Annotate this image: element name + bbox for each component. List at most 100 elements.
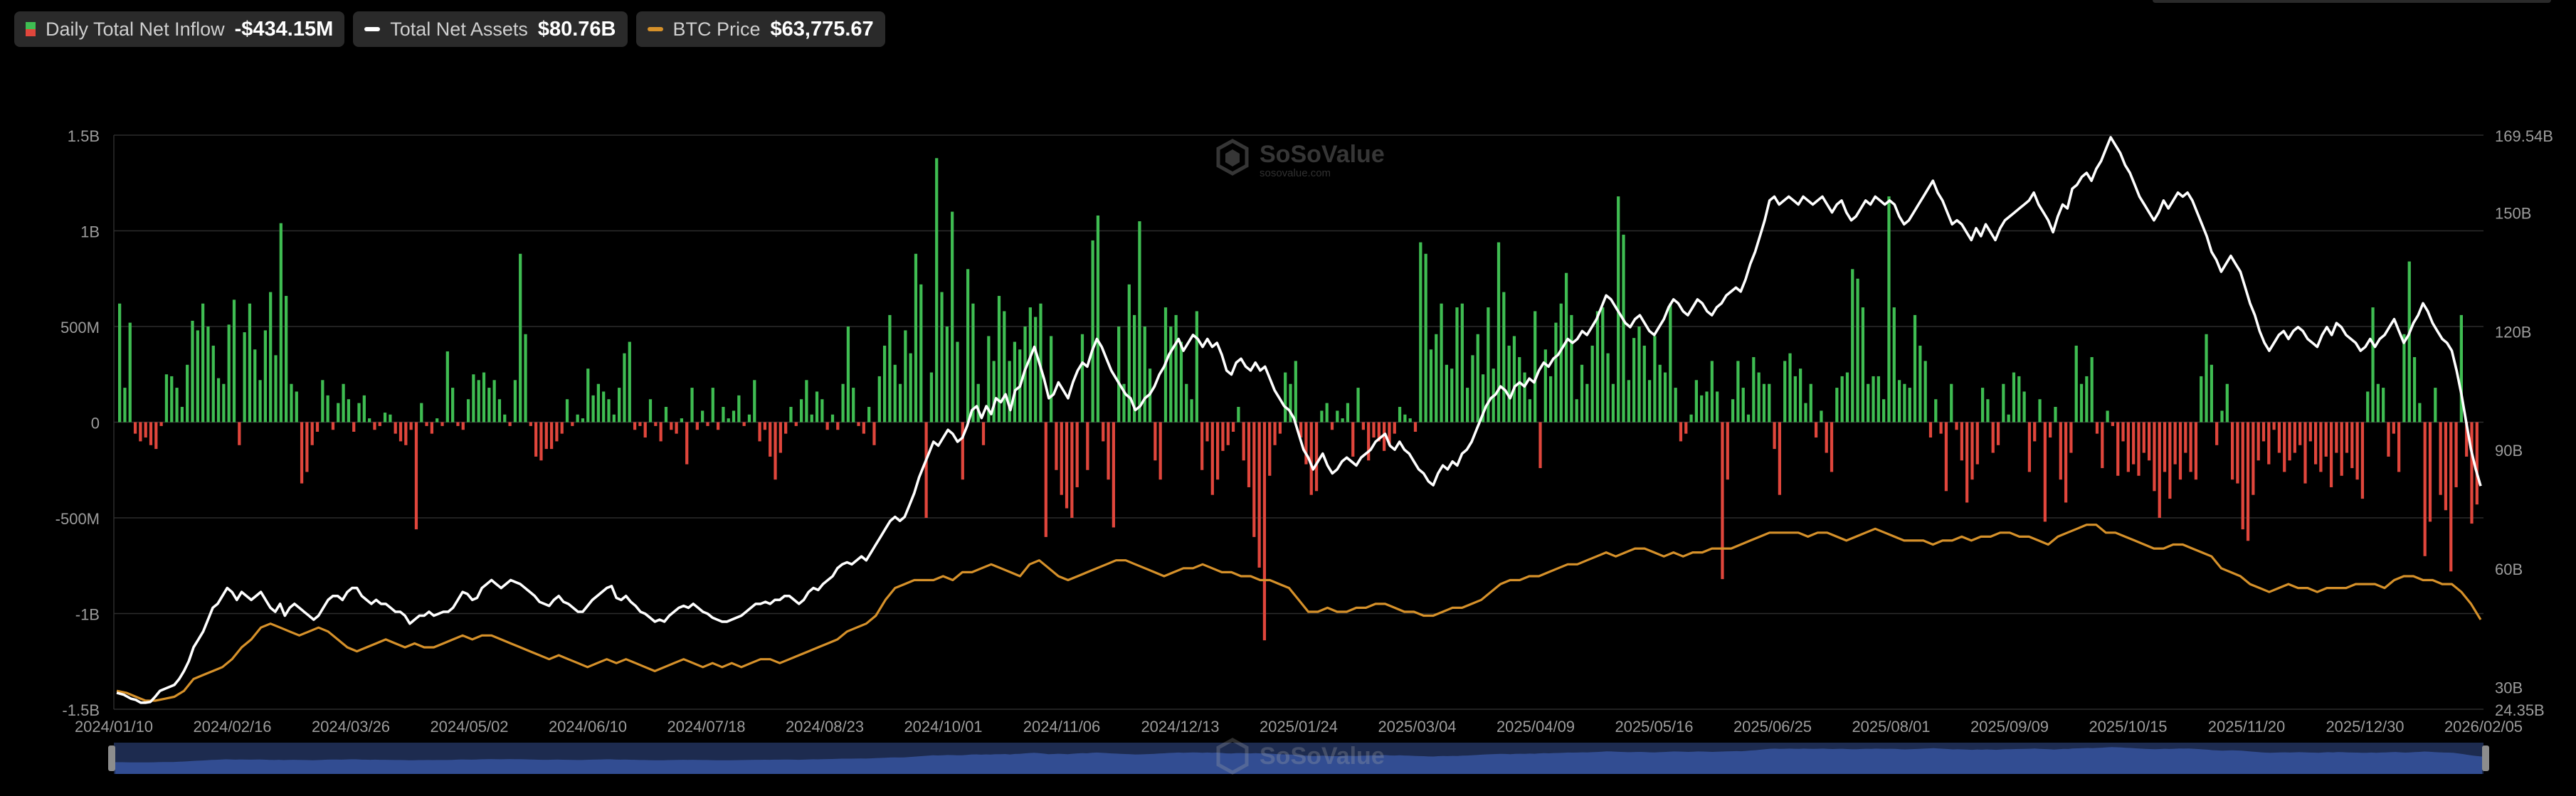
inflow-bar <box>1013 341 1017 423</box>
inflow-bar <box>1975 422 1979 465</box>
inflow-bar <box>1658 364 1662 423</box>
inflow-bar <box>456 422 460 426</box>
inflow-bar <box>1955 422 1958 430</box>
inflow-bar <box>1647 380 1652 423</box>
inflow-bar <box>830 414 835 423</box>
watermark-logo: SoSoValue sosovalue.com <box>1216 139 1385 179</box>
inflow-bar <box>2272 422 2276 430</box>
inflow-bar <box>555 422 559 442</box>
inflow-bar <box>747 414 751 423</box>
inflow-bar <box>445 351 449 423</box>
inflow-bar <box>1585 383 1589 423</box>
inflow-bar <box>805 380 808 423</box>
bar-swatch-icon <box>26 22 36 36</box>
inflow-bar <box>1393 422 1396 434</box>
inflow-bar <box>2382 388 2385 423</box>
inflow-bar <box>591 395 595 423</box>
inflow-bar <box>893 364 897 423</box>
inflow-bar <box>1835 388 1839 423</box>
inflow-bar <box>1809 383 1812 423</box>
inflow-bar <box>722 406 725 423</box>
inflow-bar <box>769 422 772 457</box>
inflow-bar <box>898 383 902 423</box>
inflow-bar <box>295 391 298 423</box>
inflow-bar <box>1736 361 1740 423</box>
inflow-bar <box>1721 422 1724 580</box>
inflow-bar <box>206 327 210 423</box>
inflow-bar <box>2079 383 2084 423</box>
x-tick-label: 2024/02/16 <box>193 718 271 736</box>
inflow-bar <box>1205 422 1209 442</box>
inflow-bar <box>1023 327 1027 423</box>
inflow-bar <box>695 422 699 430</box>
legend-daily-inflow[interactable]: Daily Total Net Inflow -$434.15M <box>14 11 345 47</box>
inflow-bar <box>1383 422 1386 451</box>
range-navigator[interactable]: SoSoValue <box>108 738 2489 775</box>
inflow-bar <box>425 422 428 426</box>
inflow-bar <box>810 414 813 423</box>
navigator-left-handle <box>108 745 115 771</box>
inflow-bar <box>820 399 824 423</box>
btc-price-line <box>116 524 2482 702</box>
inflow-bar <box>1996 422 2000 445</box>
inflow-bar <box>2360 422 2365 499</box>
inflow-bar <box>654 422 658 426</box>
inflow-bar <box>2111 422 2115 426</box>
inflow-bar <box>389 414 392 423</box>
inflow-bar <box>472 374 475 423</box>
x-tick-label: 2026/02/05 <box>2444 718 2523 736</box>
inflow-bar <box>1336 410 1339 423</box>
inflow-bar <box>1788 353 1792 423</box>
legend-btc-price[interactable]: BTC Price $63,775.67 <box>635 11 885 47</box>
inflow-bar <box>2329 422 2333 487</box>
inflow-bar <box>841 383 845 423</box>
inflow-bar <box>534 422 538 457</box>
inflow-bar <box>971 303 975 423</box>
legend-net-assets[interactable]: Total Net Assets $80.76B <box>353 11 628 47</box>
inflow-bar <box>1887 196 1891 423</box>
inflow-bar <box>2252 422 2255 495</box>
inflow-bar <box>2454 422 2458 487</box>
inflow-bar <box>159 422 163 426</box>
line-swatch-icon <box>647 27 663 31</box>
inflow-bar <box>1424 253 1427 423</box>
inflow-bar <box>2407 261 2411 423</box>
inflow-bar <box>753 380 756 423</box>
inflow-bar <box>1534 311 1537 423</box>
inflow-bar <box>1314 422 1319 492</box>
inflow-bar <box>1341 418 1344 423</box>
inflow-bar <box>1185 383 1188 423</box>
inflow-bar <box>2168 422 2172 499</box>
x-tick-label: 2025/01/24 <box>1260 718 1338 736</box>
inflow-bar <box>2002 383 2005 423</box>
inflow-bar <box>623 353 626 423</box>
inflow-bar <box>2142 422 2145 453</box>
inflow-bar <box>628 341 631 423</box>
inflow-bar <box>1200 422 1204 470</box>
inflow-bar <box>2293 422 2296 453</box>
inflow-bar <box>1606 353 1610 423</box>
inflow-bar <box>2178 422 2182 480</box>
inflow-bar <box>1398 406 1402 423</box>
inflow-bar <box>1284 372 1287 423</box>
inflow-bar <box>1799 368 1802 423</box>
inflow-bar <box>2205 334 2208 423</box>
inflow-bar <box>1117 327 1121 423</box>
line-swatch-icon <box>364 27 381 31</box>
inflow-bar <box>2449 422 2453 572</box>
inflow-bar <box>1102 422 1105 442</box>
inflow-bar <box>664 406 668 423</box>
x-tick-label: 2024/06/10 <box>549 718 627 736</box>
inflow-bar <box>1830 422 1834 472</box>
inflow-bar <box>1814 422 1818 438</box>
inflow-bar <box>1653 336 1657 423</box>
inflow-bar <box>2387 422 2390 457</box>
inflow-bar <box>1845 372 1849 423</box>
inflow-bar <box>2225 383 2229 423</box>
inflow-bar <box>2241 422 2244 530</box>
inflow-bar <box>758 422 761 442</box>
inflow-bar <box>1169 327 1173 423</box>
inflow-bar <box>2418 403 2422 423</box>
inflow-bar <box>706 422 709 426</box>
